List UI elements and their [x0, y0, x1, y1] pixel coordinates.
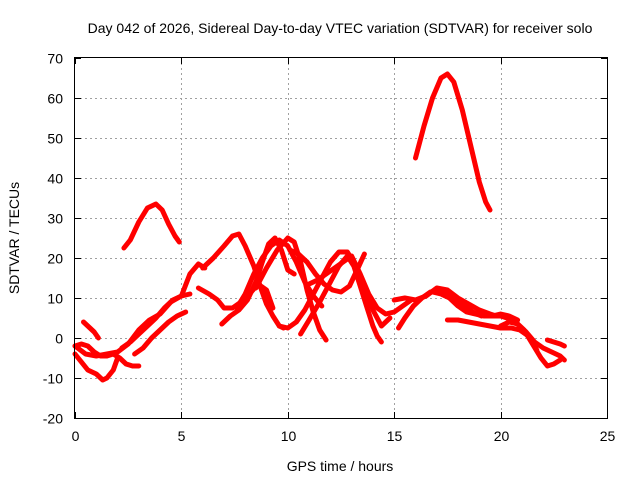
series-arc-3 — [81, 319, 101, 341]
x-tick-label: 15 — [387, 428, 403, 444]
series-arc-7 — [132, 309, 189, 357]
series-arc-21 — [444, 317, 540, 353]
y-tick-label: 40 — [47, 171, 63, 187]
series-arc-1 — [72, 351, 121, 383]
y-tick-label: -20 — [43, 411, 63, 427]
y-tick-label: 30 — [47, 211, 63, 227]
y-tick-label: 50 — [47, 131, 63, 147]
x-axis-title: GPS time / hours — [287, 458, 394, 474]
y-tick-label: 70 — [47, 51, 63, 67]
series-arc-4 — [121, 201, 182, 251]
y-tick-label: 60 — [47, 91, 63, 107]
plot-frame — [74, 57, 608, 419]
y-tick-label: -10 — [43, 371, 63, 387]
series-arc-24 — [544, 337, 567, 349]
y-tick-label: 10 — [47, 291, 63, 307]
series-arc-13 — [276, 249, 393, 331]
y-tick-label: 0 — [55, 331, 63, 347]
grid — [75, 58, 607, 418]
x-tick-label: 20 — [494, 428, 510, 444]
x-tick-label: 0 — [72, 428, 80, 444]
y-axis-title: SDTVAR / TECUs — [6, 182, 22, 294]
x-tick-labels: 0 5 10 15 20 25 — [72, 428, 616, 444]
x-tick-label: 25 — [600, 428, 616, 444]
series-arc-19 — [413, 71, 493, 213]
x-tick-label: 5 — [178, 428, 186, 444]
chart-title: Day 042 of 2026, Sidereal Day-to-day VTE… — [88, 20, 593, 36]
series-arc-5 — [72, 261, 208, 359]
series-arc-6 — [119, 291, 193, 351]
x-tick-label: 10 — [281, 428, 297, 444]
series-group — [72, 71, 567, 383]
y-tick-label: 20 — [47, 251, 63, 267]
y-tick-labels: -20 -10 0 10 20 30 40 50 60 70 — [43, 51, 63, 427]
series-arc-8 — [200, 231, 286, 331]
series-arc-15 — [298, 253, 384, 345]
series-arc-16 — [306, 253, 414, 317]
tick-marks — [75, 58, 608, 419]
series-arc-23 — [498, 319, 567, 363]
